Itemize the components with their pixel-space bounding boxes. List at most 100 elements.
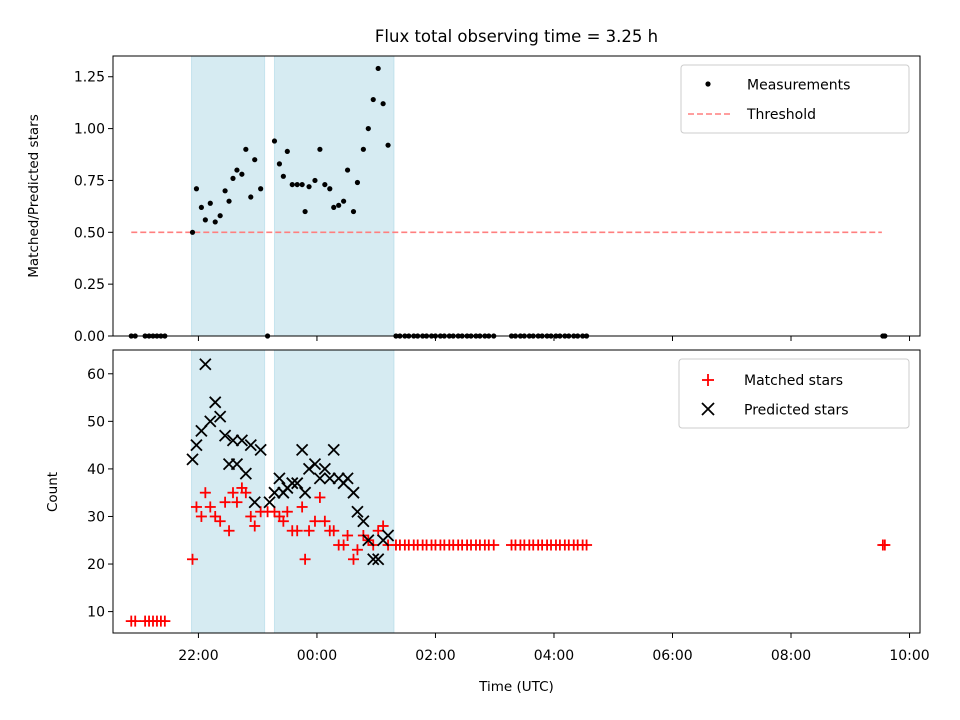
- x-tick-label-2: 00:00: [297, 648, 337, 664]
- point-predicted-12: [235, 434, 249, 447]
- point-measurement-43: [350, 208, 357, 215]
- point-measurement-45: [360, 146, 366, 152]
- legend-marker-predicted-stars: [701, 402, 715, 416]
- point-measurement-33: [302, 208, 308, 215]
- bottom-panel: 10 20 30 40 50 60 22:00 00:00 02:00 04:00 06:00 08…: [45, 349, 930, 695]
- point-predicted-29: [318, 462, 331, 476]
- x-tick-label-4: 04:00: [534, 648, 574, 664]
- point-measurement-12: [202, 217, 208, 223]
- point-matched-44: [351, 544, 363, 556]
- point-matched-14: [209, 510, 221, 522]
- point-measurement-50: [385, 142, 391, 148]
- point-measurement-31: [294, 181, 300, 188]
- point-predicted-35: [347, 486, 360, 499]
- point-matched-18: [227, 487, 239, 499]
- point-measurement-9: [189, 229, 196, 235]
- legend-marker-matched-stars: [702, 374, 714, 386]
- y-tick-label-2-2: 20: [87, 557, 105, 573]
- legend-label-predicted-stars: Predicted stars: [744, 403, 849, 419]
- point-predicted-28: [313, 472, 327, 485]
- point-measurement-17: [226, 198, 232, 204]
- point-matched-11: [195, 510, 207, 522]
- bottom-legend-box: [678, 358, 910, 429]
- x-tick-label-7: 10:00: [889, 648, 929, 664]
- point-predicted-40: [372, 553, 385, 566]
- x-tick-label-6: 08:00: [771, 648, 811, 664]
- y-tick-label-2-6: 60: [87, 367, 105, 383]
- point-measurement-44: [354, 179, 361, 186]
- bottom-plot-marks: [125, 358, 891, 627]
- shaded-interval-2-1: [191, 349, 266, 634]
- point-matched-34: [303, 525, 315, 537]
- bottom-y-axis: 10 20 30 40 50 60: [87, 367, 113, 621]
- point-matched-17: [223, 525, 235, 537]
- top-panel: 0.00 0.25 0.50 0.75 1.00 1.25 Flux total obse…: [26, 27, 921, 345]
- y-tick-label-2-5: 50: [87, 414, 105, 430]
- point-predicted-7: [214, 410, 227, 423]
- point-matched-23: [249, 520, 261, 532]
- point-predicted-4: [199, 358, 212, 371]
- point-measurement-14: [212, 219, 218, 225]
- top-y-axis: 0.00 0.25 0.50 0.75 1.00 1.25: [74, 70, 113, 345]
- shaded-interval-2-2: [273, 349, 395, 634]
- bottom-shaded-intervals: [191, 349, 395, 634]
- point-matched-39: [328, 525, 340, 537]
- legend-marker-measurements: [705, 81, 711, 87]
- point-predicted-17: [263, 496, 276, 509]
- point-matched-29: [281, 506, 293, 518]
- y-tick-label-1-1: 0.00: [74, 329, 105, 345]
- point-predicted-22: [286, 477, 299, 490]
- top-plot-marks: [128, 65, 888, 339]
- point-measurement-35: [312, 177, 318, 184]
- point-predicted-36: [351, 505, 364, 518]
- point-matched-10: [190, 501, 202, 513]
- top-y-axis-label: Matched/Predicted stars: [26, 114, 42, 277]
- point-predicted-18: [268, 486, 281, 499]
- legend-label-measurements: Measurements: [747, 78, 850, 94]
- point-measurement-19: [234, 167, 240, 173]
- bottom-x-axis: 22:00 00:00 02:00 04:00 06:00 08:00 10:00: [178, 633, 930, 664]
- point-measurement-29: [284, 148, 290, 155]
- y-tick-label-2-1: 10: [87, 605, 105, 621]
- point-measurement-49: [380, 101, 386, 107]
- point-predicted-42: [381, 529, 395, 542]
- point-measurement-27: [276, 161, 283, 167]
- point-matched-31: [291, 525, 303, 537]
- point-predicted-19: [273, 472, 286, 485]
- point-measurement-34: [306, 184, 312, 190]
- top-x-axis: [197, 336, 911, 341]
- point-predicted-11: [230, 458, 244, 471]
- point-measurement-36: [317, 146, 323, 152]
- bottom-axes-frame: [112, 349, 921, 634]
- point-predicted-39: [367, 553, 380, 566]
- point-predicted-24: [295, 443, 309, 457]
- point-predicted-2: [190, 438, 203, 452]
- point-measurement-30: [289, 181, 295, 188]
- point-matched-8: [159, 615, 171, 627]
- point-measurement-13: [207, 200, 213, 206]
- point-measurement-15: [217, 213, 223, 219]
- top-axes-frame: [112, 55, 921, 337]
- y-tick-label-1-4: 0.75: [74, 173, 105, 189]
- legend-label-threshold: Threshold: [746, 107, 816, 123]
- point-matched-93: [879, 539, 891, 551]
- top-legend-box: [680, 64, 910, 134]
- point-measurement-20: [239, 171, 245, 177]
- top-chart-title: Flux total observing time = 3.25 h: [375, 27, 658, 46]
- point-predicted-6: [209, 396, 222, 409]
- point-predicted-14: [244, 438, 257, 452]
- point-measurement-41: [341, 198, 347, 204]
- point-predicted-1: [186, 453, 199, 466]
- point-measurement-37: [322, 181, 328, 188]
- bottom-legend: Matched stars Predicted stars: [678, 358, 910, 429]
- point-matched-32: [296, 501, 308, 513]
- point-matched-91: [581, 539, 593, 551]
- x-tick-label-1: 22:00: [178, 648, 218, 664]
- point-measurement-10: [193, 186, 200, 192]
- point-matched-15: [214, 515, 226, 527]
- top-shaded-intervals: [191, 55, 395, 337]
- y-tick-label-1-5: 1.00: [74, 122, 105, 138]
- point-matched-12: [199, 487, 211, 499]
- point-predicted-30: [323, 472, 336, 485]
